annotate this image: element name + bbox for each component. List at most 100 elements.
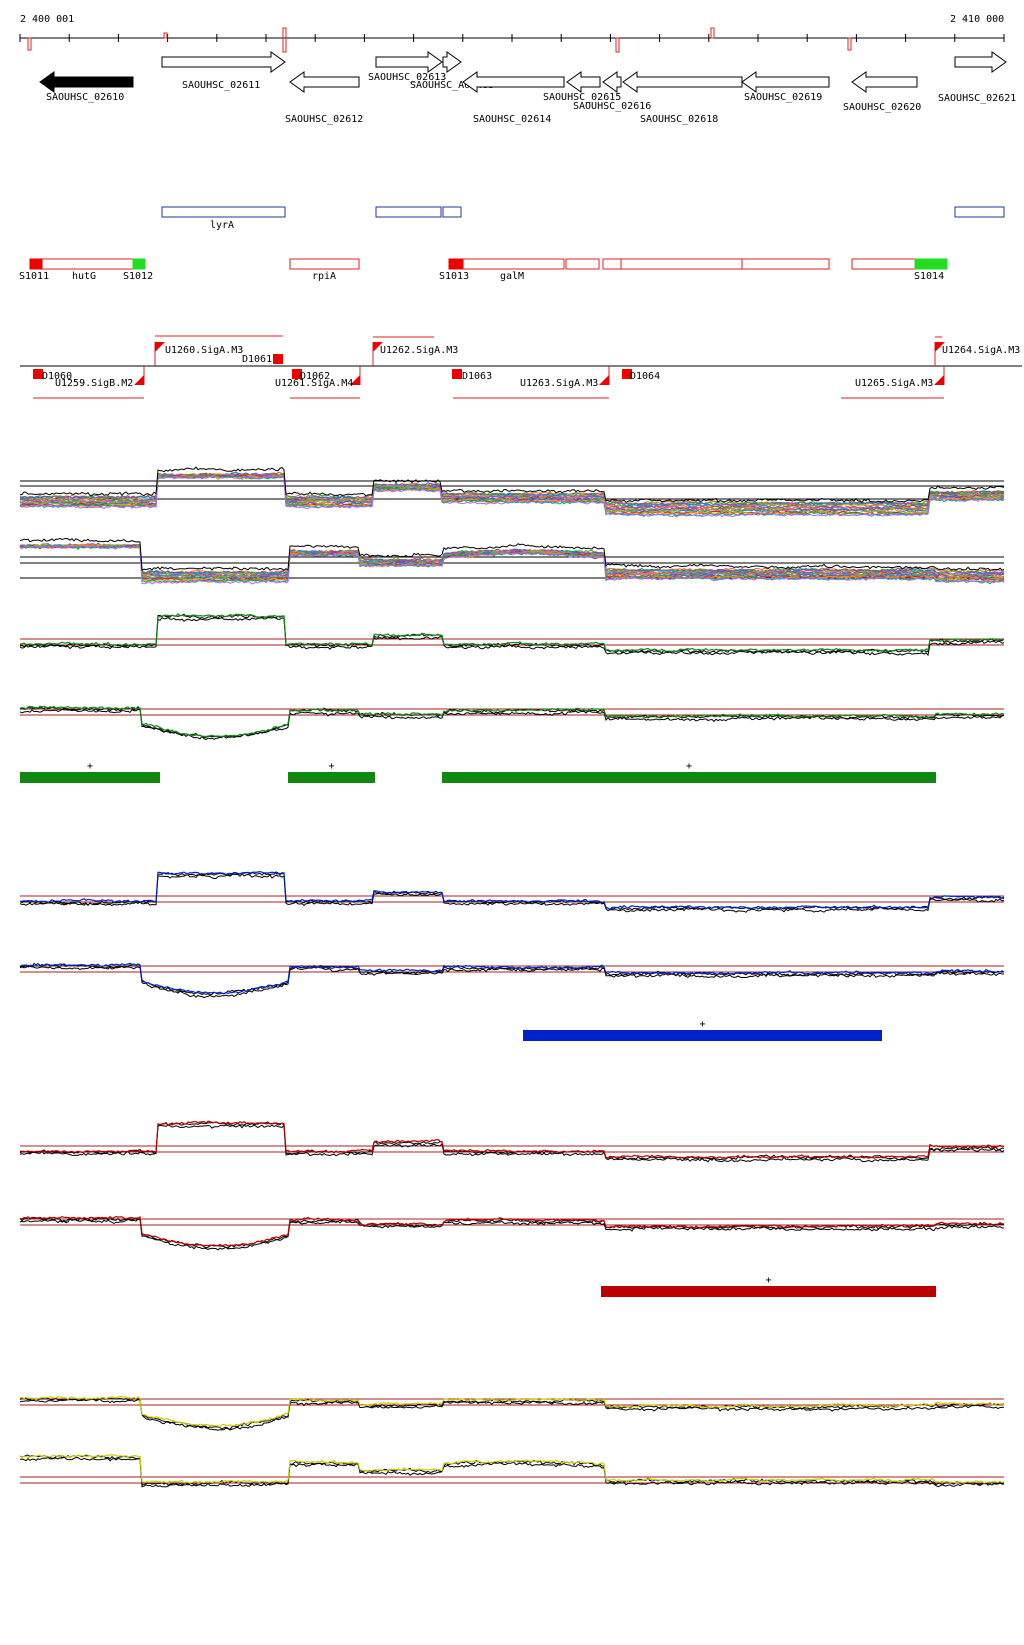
terminator-marker[interactable] [273,354,283,364]
replicate-curve [19,871,1005,912]
red-annotation-box[interactable] [602,258,622,270]
site-label: S1012 [123,271,153,282]
red-annotation-box[interactable] [289,258,360,270]
condition-curve [20,612,1005,653]
gene-label: SAOUHSC_02611 [182,80,260,91]
blue-annotation-box[interactable] [375,206,442,218]
condition-curve [19,962,1005,995]
multi-sample-track [19,537,1005,585]
segment-strand-mark: + [700,1019,706,1030]
terminator-label: D1060 [42,371,72,382]
gene-track: SAOUHSC_02610 SAOUHSC_02611 SAOUHSC_02612 S… [39,51,1016,125]
red-annotation-label: hutG [72,271,96,282]
promoter-flag[interactable] [155,342,165,352]
sample-curve [19,542,1005,575]
promoter-label: U1260.SigA.M3 [165,345,243,356]
condition-curve [19,1215,1005,1247]
sample-curve [19,537,1004,571]
site-label: S1013 [439,271,469,282]
promoter-label: U1262.SigA.M3 [380,345,458,356]
gene-label: SAOUHSC_02614 [473,114,551,125]
gene-arrow-g02615[interactable] [566,71,601,93]
gene-label: SAOUHSC_02619 [744,92,822,103]
segment-strand-mark: + [87,761,93,772]
sample-curve [19,474,1005,518]
replicate-curve [19,616,1005,657]
condition-curve [19,705,1005,738]
terminator-label: D1062 [300,371,330,382]
blue-annotation-track: lyrA [161,206,1005,231]
segment-strand-mark: + [766,1275,772,1286]
gene-arrow-gA02483[interactable] [442,51,462,73]
replicate-curve [19,1398,1005,1431]
gene-arrow-g02612[interactable] [289,71,360,93]
promoter-flag[interactable] [134,375,144,385]
terminator-label: D1064 [630,371,660,382]
terminator-marker[interactable] [452,369,462,379]
promoter-label: U1261.SigA.M4 [275,378,353,389]
site-marker[interactable] [29,258,43,270]
site-marker[interactable] [914,258,948,270]
segment-strand-mark: + [329,761,335,772]
ruler-red-mark [615,37,620,53]
condition-track [19,705,1005,741]
gene-arrow-g02620[interactable] [851,71,918,93]
red-annotation-label: rpiA [312,271,336,282]
replicate-curve [19,1397,1005,1431]
gene-label: SAOUHSC_A02483 [410,80,494,91]
gene-arrow-g02621[interactable] [954,51,1007,73]
replicate-curve [19,1123,1005,1163]
condition-track [19,1215,1005,1251]
promoter-flag[interactable] [350,375,360,385]
red-annotation-box[interactable] [29,258,146,270]
replicate-curve [19,613,1005,654]
gene-label: SAOUHSC_02610 [46,92,124,103]
gene-arrow-g02616[interactable] [602,71,622,93]
condition-track [19,1120,1005,1163]
gene-arrow-g02618[interactable] [622,71,743,93]
terminator-marker[interactable] [33,369,43,379]
red-annotation-box[interactable] [448,258,565,270]
red-annotation-label: galM [500,271,524,282]
site-marker[interactable] [132,258,146,270]
red-annotation-box[interactable] [565,258,600,270]
red-annotation-box[interactable] [620,258,743,270]
segment-strand-mark: + [686,761,692,772]
gene-arrow-g02613[interactable] [375,51,443,73]
expressed-segment-bar[interactable] [601,1286,936,1297]
site-marker[interactable] [448,258,464,270]
terminator-marker[interactable] [622,369,632,379]
condition-track [19,962,1005,999]
blue-annotation-box[interactable] [442,206,462,218]
sample-curve [19,545,1005,585]
ruler-end-label: 2 410 000 [950,14,1004,25]
expressed-segment-bar[interactable] [20,772,160,783]
multi-sample-track [19,466,1005,518]
ruler-red-mark [282,27,287,53]
promoter-flag[interactable] [935,342,945,352]
blue-annotation-box[interactable] [161,206,286,218]
terminator-label: D1063 [462,371,492,382]
blue-annotation-box[interactable] [954,206,1005,218]
expressed-segment-bar[interactable] [523,1030,882,1041]
terminator-marker[interactable] [292,369,302,379]
promoter-flag[interactable] [599,375,609,385]
promoter-label: U1264.SigA.M3 [942,345,1020,356]
replicate-curve [19,873,1005,913]
expressed-segment-bar[interactable] [288,772,375,783]
terminator-label: D1061 [242,354,272,365]
gene-arrow-g02610[interactable] [39,71,134,93]
promoter-flag[interactable] [373,342,383,352]
expressed-segment-bar[interactable] [442,772,936,783]
condition-track [19,1395,1005,1431]
replicate-curve [19,1218,1005,1251]
gene-arrow-g02611[interactable] [161,51,286,73]
red-annotation-box[interactable] [741,258,830,270]
promoter-flag[interactable] [934,375,944,385]
gene-arrow-g02614[interactable] [462,71,565,93]
expressed-segments: + [523,1019,882,1041]
gene-arrow-g02619[interactable] [741,71,830,93]
gene-label: SAOUHSC_02618 [640,114,718,125]
sample-curve [19,474,1005,516]
